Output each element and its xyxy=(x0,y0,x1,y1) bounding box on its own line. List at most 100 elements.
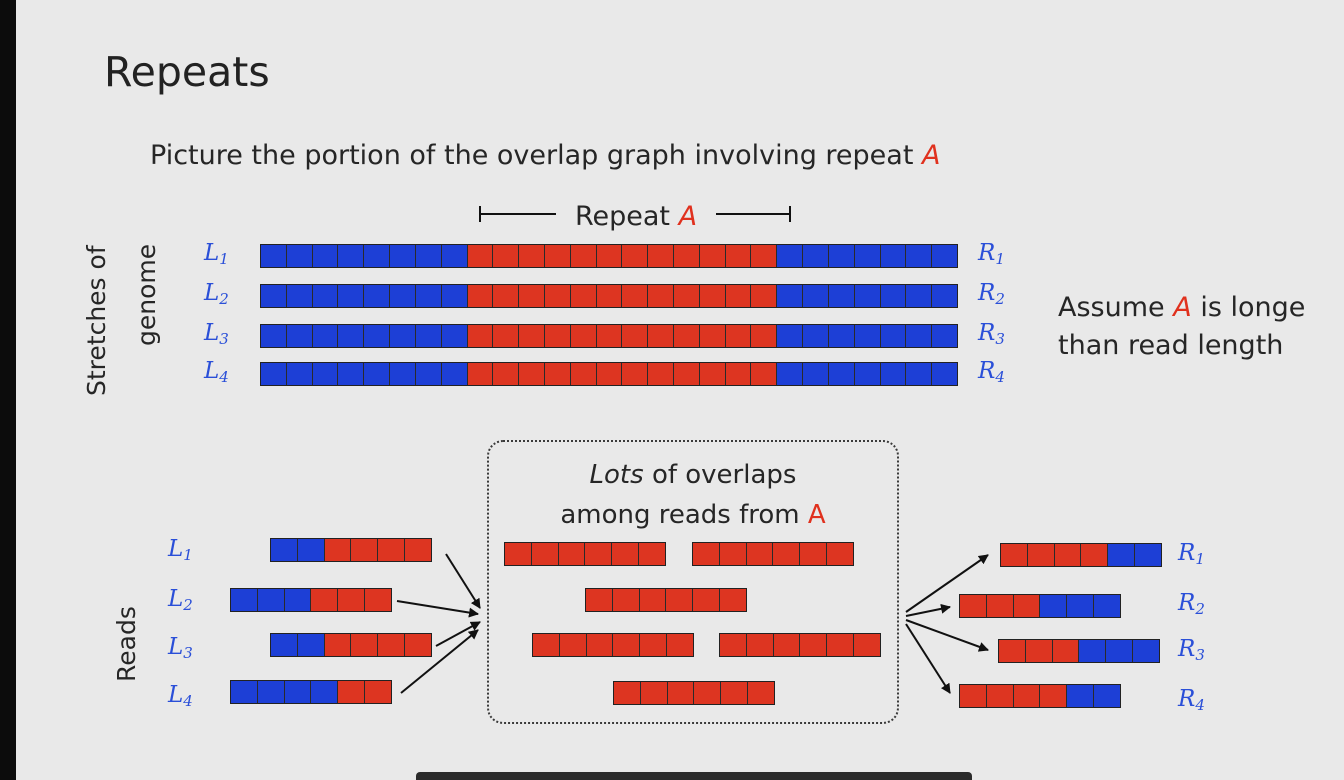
red-segment xyxy=(533,634,560,656)
red-segment xyxy=(493,245,520,267)
read-left-label-1-base: L xyxy=(168,536,184,562)
red-segment xyxy=(1052,640,1080,662)
overlap-arrow-4 xyxy=(400,629,479,694)
red-segment xyxy=(622,363,649,385)
blue-segment xyxy=(932,285,957,307)
red-segment xyxy=(699,245,726,267)
blue-segment xyxy=(777,325,804,347)
blue-segment xyxy=(854,363,881,385)
red-segment xyxy=(559,634,587,656)
blue-segment xyxy=(286,363,313,385)
read-right-label-1-base: R xyxy=(1178,540,1196,566)
red-segment xyxy=(999,640,1026,662)
blue-segment xyxy=(1067,595,1095,617)
genome-right-label-3-subscript: 3 xyxy=(995,330,1005,348)
red-segment xyxy=(405,539,431,561)
read-right-1 xyxy=(1000,543,1162,567)
red-segment xyxy=(1027,544,1055,566)
assume-line1: Assume A is longe xyxy=(1058,289,1305,327)
blue-segment xyxy=(854,285,881,307)
bottom-scrollbar[interactable] xyxy=(416,772,972,780)
genome-right-label-3-base: R xyxy=(978,320,996,346)
read-middle-3 xyxy=(585,588,747,612)
red-segment xyxy=(1040,685,1068,707)
red-segment xyxy=(544,363,571,385)
blue-segment xyxy=(880,245,907,267)
read-left-4 xyxy=(230,680,392,704)
blue-segment xyxy=(415,285,442,307)
read-left-1 xyxy=(270,538,432,562)
red-segment xyxy=(1081,544,1109,566)
red-segment xyxy=(519,363,545,385)
red-segment xyxy=(519,285,545,307)
red-segment xyxy=(751,285,778,307)
blue-segment xyxy=(297,539,325,561)
red-segment xyxy=(648,363,674,385)
read-left-label-3-subscript: 3 xyxy=(183,644,193,662)
red-segment xyxy=(748,682,774,704)
red-segment xyxy=(746,634,774,656)
red-segment xyxy=(586,589,613,611)
red-segment xyxy=(467,245,494,267)
overlap-arrow-7 xyxy=(905,619,989,652)
red-segment xyxy=(570,245,597,267)
red-segment xyxy=(751,363,778,385)
read-left-label-4: L4 xyxy=(168,682,193,710)
read-right-label-4-base: R xyxy=(1178,686,1196,712)
blue-segment xyxy=(415,363,442,385)
read-left-label-2: L2 xyxy=(168,586,193,614)
red-segment xyxy=(378,539,406,561)
blue-segment xyxy=(257,589,285,611)
red-segment xyxy=(640,634,668,656)
blue-segment xyxy=(441,325,468,347)
red-segment xyxy=(544,285,571,307)
red-segment xyxy=(667,634,693,656)
read-right-label-3: R3 xyxy=(1178,636,1205,664)
genome-left-label-4: L4 xyxy=(204,358,229,386)
red-segment xyxy=(800,543,828,565)
red-segment xyxy=(725,325,752,347)
overlap-arrows: Repeat A xyxy=(396,198,989,694)
genome-right-label-2: R2 xyxy=(978,280,1005,308)
overlap-arrow-1 xyxy=(445,553,481,609)
blue-segment xyxy=(261,363,287,385)
blue-segment xyxy=(803,363,829,385)
red-segment xyxy=(693,543,720,565)
read-middle-6 xyxy=(613,681,775,705)
overlap-caption-repeat-letter: A xyxy=(807,500,826,530)
read-right-label-2-subscript: 2 xyxy=(1195,600,1205,618)
slide-title: Repeats xyxy=(104,48,270,96)
genome-left-label-1-subscript: 1 xyxy=(219,250,229,268)
red-segment xyxy=(1054,544,1082,566)
read-left-label-2-subscript: 2 xyxy=(183,596,193,614)
blue-segment xyxy=(441,285,468,307)
red-segment xyxy=(1013,595,1041,617)
blue-segment xyxy=(271,634,298,656)
red-segment xyxy=(721,682,749,704)
read-right-label-3-subscript: 3 xyxy=(1195,646,1205,664)
genome-strip-4 xyxy=(260,362,958,386)
blue-segment xyxy=(828,245,855,267)
blue-segment xyxy=(1133,640,1159,662)
red-segment xyxy=(1025,640,1053,662)
blue-segment xyxy=(390,245,416,267)
red-segment xyxy=(467,285,494,307)
blue-segment xyxy=(297,634,325,656)
genome-right-label-1-subscript: 1 xyxy=(995,250,1005,268)
overlap-arrow-5 xyxy=(905,554,989,613)
blue-segment xyxy=(906,245,933,267)
red-segment xyxy=(519,245,545,267)
red-segment xyxy=(351,634,379,656)
red-segment xyxy=(693,589,721,611)
read-middle-4 xyxy=(532,633,694,657)
red-segment xyxy=(622,245,649,267)
blue-segment xyxy=(880,363,907,385)
blue-segment xyxy=(828,325,855,347)
overlap-arrow-8 xyxy=(905,623,951,694)
read-right-label-1-subscript: 1 xyxy=(1195,550,1205,568)
read-right-label-4-subscript: 4 xyxy=(1195,696,1205,714)
arrow-group xyxy=(396,553,989,694)
red-segment xyxy=(674,363,700,385)
read-middle-1 xyxy=(504,542,666,566)
red-segment xyxy=(596,285,623,307)
